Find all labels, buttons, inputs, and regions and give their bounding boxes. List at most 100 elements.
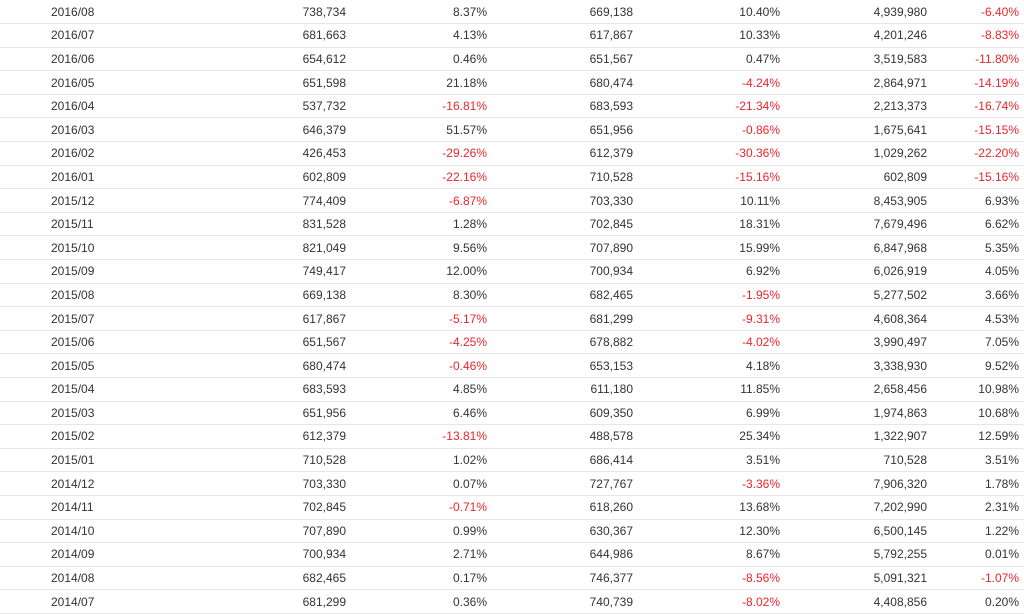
value-cell: 680,474 — [146, 353, 346, 378]
value-cell: 681,299 — [146, 589, 346, 614]
change-cell: 25.34% — [633, 424, 780, 449]
change-cell: -22.16% — [346, 165, 487, 190]
value-cell: 651,598 — [146, 70, 346, 95]
value-cell: 746,377 — [487, 566, 633, 591]
cumulative-cell: 3,519,583 — [780, 47, 927, 72]
change-cell: 15.99% — [633, 235, 780, 261]
change-cell: 12.00% — [346, 259, 487, 284]
table-row: 2015/12 774,409 -6.87% 703,330 10.11% 8,453,9… — [0, 188, 1024, 213]
table-row: 2015/01 710,528 1.02% 686,414 3.51% 710,528 3.… — [0, 448, 1024, 473]
value-cell: 703,330 — [146, 471, 346, 496]
table-row: 2016/03 646,379 51.57% 651,956 -0.86% 1,675,6… — [0, 117, 1024, 143]
table-row: 2014/07 681,299 0.36% 740,739 -8.02% 4,408,85… — [0, 589, 1024, 614]
period-cell: 2016/04 — [0, 94, 146, 119]
change-cell: -4.25% — [346, 330, 487, 355]
change-cell: 4.18% — [633, 353, 780, 378]
period-cell: 2015/05 — [0, 353, 146, 378]
value-cell: 609,350 — [487, 401, 633, 426]
period-cell: 2015/04 — [0, 377, 146, 402]
cumulative-cell: 3,990,497 — [780, 330, 927, 355]
period-cell: 2015/08 — [0, 283, 146, 308]
value-cell: 702,845 — [487, 212, 633, 237]
cumulative-cell: 7,202,990 — [780, 495, 927, 520]
value-cell: 630,367 — [487, 519, 633, 544]
value-cell: 678,882 — [487, 330, 633, 355]
change-cell: 8.37% — [346, 0, 487, 25]
change-cell: -8.02% — [633, 589, 780, 614]
change-cell: -8.56% — [633, 566, 780, 591]
value-cell: 710,528 — [487, 165, 633, 190]
change-cell: -6.40% — [927, 0, 1024, 25]
table-row: 2015/11 831,528 1.28% 702,845 18.31% 7,679,49… — [0, 212, 1024, 237]
change-cell: -16.81% — [346, 94, 487, 119]
change-cell: 6.62% — [927, 212, 1024, 237]
change-cell: 9.52% — [927, 353, 1024, 378]
cumulative-cell: 5,792,255 — [780, 542, 927, 567]
value-cell: 703,330 — [487, 188, 633, 213]
value-cell: 651,956 — [487, 117, 633, 143]
cumulative-cell: 6,500,145 — [780, 519, 927, 544]
change-cell: 2.31% — [927, 495, 1024, 520]
value-cell: 669,138 — [146, 283, 346, 308]
change-cell: 1.78% — [927, 471, 1024, 496]
cumulative-cell: 2,864,971 — [780, 70, 927, 95]
change-cell: 8.67% — [633, 542, 780, 567]
change-cell: 0.46% — [346, 47, 487, 72]
change-cell: 3.51% — [927, 448, 1024, 473]
value-cell: 681,663 — [146, 23, 346, 48]
table-row: 2016/08 738,734 8.37% 669,138 10.40% 4,939,98… — [0, 0, 1024, 25]
change-cell: -11.80% — [927, 47, 1024, 72]
change-cell: 1.22% — [927, 519, 1024, 544]
value-cell: 707,890 — [487, 235, 633, 261]
change-cell: 4.13% — [346, 23, 487, 48]
value-cell: 749,417 — [146, 259, 346, 284]
change-cell: 0.99% — [346, 519, 487, 544]
period-cell: 2016/02 — [0, 141, 146, 166]
value-cell: 537,732 — [146, 94, 346, 119]
period-cell: 2015/12 — [0, 188, 146, 213]
value-cell: 700,934 — [487, 259, 633, 284]
value-cell: 710,528 — [146, 448, 346, 473]
cumulative-cell: 1,029,262 — [780, 141, 927, 166]
period-cell: 2014/11 — [0, 495, 146, 520]
change-cell: 4.05% — [927, 259, 1024, 284]
change-cell: -9.31% — [633, 306, 780, 331]
table-row: 2016/01 602,809 -22.16% 710,528 -15.16% 602,8… — [0, 165, 1024, 190]
cumulative-cell: 6,026,919 — [780, 259, 927, 284]
value-cell: 646,379 — [146, 117, 346, 143]
value-cell: 651,567 — [146, 330, 346, 355]
value-cell: 707,890 — [146, 519, 346, 544]
value-cell: 831,528 — [146, 212, 346, 237]
value-cell: 682,465 — [146, 566, 346, 591]
change-cell: 4.53% — [927, 306, 1024, 331]
value-cell: 680,474 — [487, 70, 633, 95]
cumulative-cell: 5,091,321 — [780, 566, 927, 591]
value-cell: 683,593 — [487, 94, 633, 119]
period-cell: 2016/08 — [0, 0, 146, 25]
value-cell: 617,867 — [146, 306, 346, 331]
value-cell: 740,739 — [487, 589, 633, 614]
value-cell: 681,299 — [487, 306, 633, 331]
change-cell: 12.59% — [927, 424, 1024, 449]
table-row: 2015/04 683,593 4.85% 611,180 11.85% 2,658,45… — [0, 377, 1024, 402]
change-cell: -0.71% — [346, 495, 487, 520]
change-cell: 0.17% — [346, 566, 487, 591]
table-row: 2016/04 537,732 -16.81% 683,593 -21.34% 2,213… — [0, 94, 1024, 119]
period-cell: 2014/08 — [0, 566, 146, 591]
change-cell: 10.68% — [927, 401, 1024, 426]
change-cell: -29.26% — [346, 141, 487, 166]
change-cell: -1.95% — [633, 283, 780, 308]
change-cell: -0.86% — [633, 117, 780, 143]
change-cell: -16.74% — [927, 94, 1024, 119]
change-cell: -3.36% — [633, 471, 780, 496]
change-cell: 2.71% — [346, 542, 487, 567]
change-cell: 10.98% — [927, 377, 1024, 402]
change-cell: -4.24% — [633, 70, 780, 95]
change-cell: -8.83% — [927, 23, 1024, 48]
change-cell: 9.56% — [346, 235, 487, 261]
change-cell: 10.40% — [633, 0, 780, 25]
value-cell: 727,767 — [487, 471, 633, 496]
value-cell: 738,734 — [146, 0, 346, 25]
table-row: 2014/08 682,465 0.17% 746,377 -8.56% 5,091,32… — [0, 566, 1024, 591]
table-row: 2015/08 669,138 8.30% 682,465 -1.95% 5,277,50… — [0, 283, 1024, 308]
